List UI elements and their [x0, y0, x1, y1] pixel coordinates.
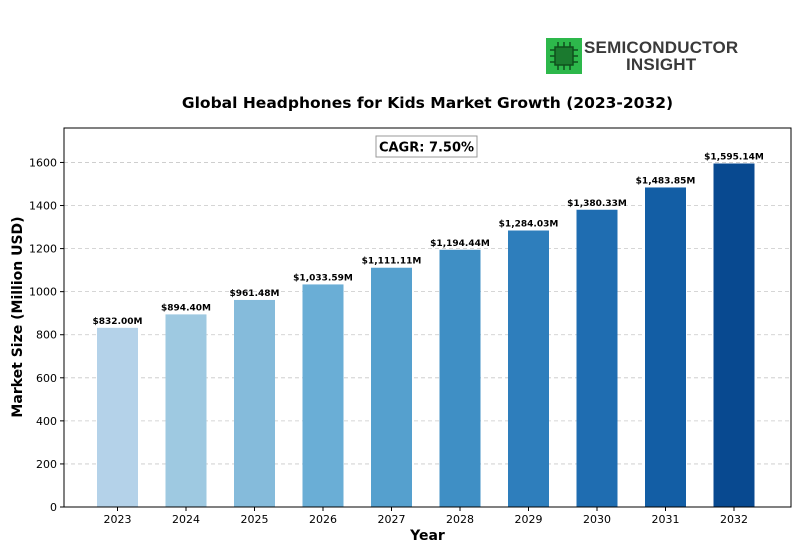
x-tick-label: 2025: [241, 513, 269, 526]
axes: 0 200 400 600 800 1000 1200 1400 1600 2023 2024 202…: [29, 156, 748, 526]
data-label-2031: $1,483.85M: [636, 176, 696, 186]
brand-name-line2: INSIGHT: [626, 55, 697, 74]
data-label-2023: $832.00M: [93, 317, 143, 327]
y-tick-label: 800: [36, 329, 57, 342]
data-label-2024: $894.40M: [161, 303, 211, 313]
brand-logo: SEMICONDUCTOR INSIGHT: [546, 38, 746, 74]
x-tick-label: 2027: [378, 513, 406, 526]
y-tick-label: 400: [36, 415, 57, 428]
data-label-2030: $1,380.33M: [567, 199, 627, 209]
data-label-2025: $961.48M: [230, 289, 280, 299]
x-tick-label: 2028: [446, 513, 474, 526]
bar-2031: [645, 187, 686, 508]
data-label-2032: $1,595.14M: [704, 153, 764, 163]
cagr-box: [375, 135, 478, 158]
y-tick-label: 1000: [29, 286, 57, 299]
bar-2029: [508, 230, 549, 507]
data-label-2028: $1,194.44M: [430, 239, 490, 249]
cagr-text: CAGR: 7.50%: [379, 141, 474, 156]
y-tick-label: 1200: [29, 243, 57, 256]
y-tick-label: 1600: [29, 156, 57, 169]
data-label-2026: $1,033.59M: [293, 273, 353, 283]
y-tick-label: 0: [50, 501, 57, 514]
brand-name-line1: SEMICONDUCTOR: [584, 38, 739, 57]
x-tick-label: 2030: [583, 513, 611, 526]
bar-2027: [371, 267, 412, 507]
y-axis-label: Market Size (Million USD): [10, 216, 26, 417]
x-tick-label: 2026: [309, 513, 337, 526]
chip-icon: [546, 38, 582, 74]
y-tick-label: 200: [36, 458, 57, 471]
bar-2028: [439, 249, 481, 507]
x-tick-label: 2031: [652, 513, 680, 526]
bar-2030: [576, 209, 618, 507]
bar-2024: [165, 314, 207, 507]
bars: [97, 163, 755, 508]
data-label-2027: $1,111.11M: [362, 257, 422, 267]
data-labels: $832.00M $894.40M $961.48M $1,033.59M $1,111…: [93, 153, 764, 327]
bar-2032: [713, 163, 755, 507]
x-tick-label: 2024: [172, 513, 200, 526]
bar-2026: [302, 284, 344, 507]
x-tick-label: 2023: [104, 513, 132, 526]
cagr-annotation: CAGR: 7.50%: [375, 135, 478, 158]
y-tick-label: 1400: [29, 200, 57, 213]
x-axis-label: Year: [409, 528, 445, 544]
x-tick-label: 2029: [515, 513, 543, 526]
data-label-2029: $1,284.03M: [499, 219, 559, 229]
bar-2025: [234, 299, 275, 507]
chart-title: Global Headphones for Kids Market Growth…: [181, 94, 674, 112]
x-tick-label: 2032: [720, 513, 748, 526]
bar-2023: [97, 327, 138, 507]
y-tick-label: 600: [36, 372, 57, 385]
plot-frame: [63, 127, 792, 508]
